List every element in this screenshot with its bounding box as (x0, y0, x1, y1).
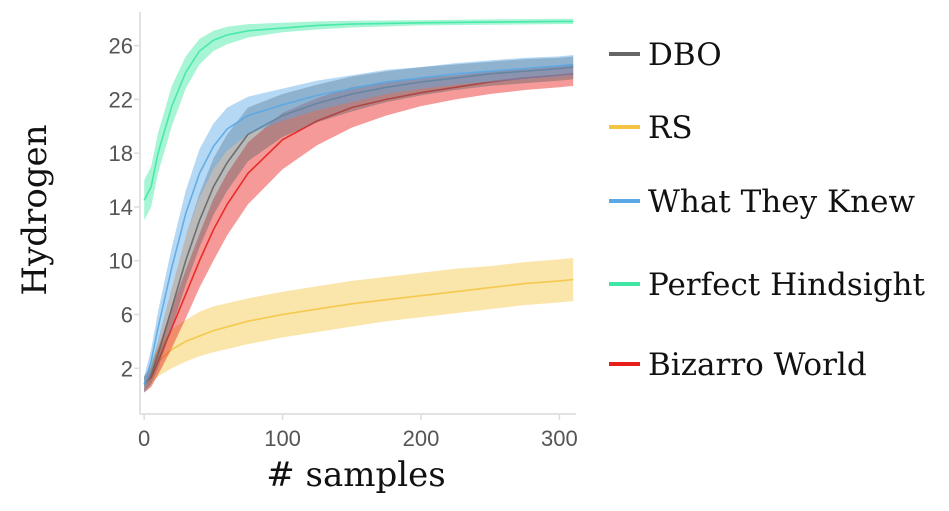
y-tick-label: 10 (109, 249, 133, 274)
x-tick-label: 0 (138, 426, 150, 451)
rs-confidence-band (144, 258, 574, 392)
x-tick-label: 300 (541, 426, 578, 451)
legend-label-rs: RS (648, 110, 693, 146)
y-tick-label: 22 (109, 87, 133, 112)
legend-label-dbo: DBO (648, 37, 722, 73)
dbo-series-line (143, 66, 574, 385)
bizarro-world-series-line (143, 73, 574, 385)
legend-label-what-they-knew: What They Knew (648, 184, 915, 220)
y-axis-title: Hydrogen (15, 124, 55, 295)
y-tick-label: 14 (109, 195, 133, 220)
bizarro-world-confidence-band (144, 64, 574, 393)
y-tick-label: 26 (109, 34, 133, 59)
legend-label-perfect-hindsight: Perfect Hindsight (648, 267, 926, 303)
rs-series-line (143, 278, 574, 385)
plot-area (143, 18, 574, 393)
what-they-knew-series-line (143, 63, 574, 385)
x-tick-label: 200 (403, 426, 440, 451)
x-tick-label: 100 (264, 426, 301, 451)
y-tick-label: 18 (109, 141, 133, 166)
legend-label-bizarro-world: Bizarro World (648, 347, 867, 383)
dbo-confidence-band (144, 56, 574, 393)
y-tick-label: 2 (121, 356, 133, 381)
y-tick-label: 6 (121, 303, 133, 328)
x-axis-title: # samples (266, 455, 445, 495)
perfect-hindsight-series-line (143, 20, 574, 201)
legend: DBO RS What They Knew Perfect Hindsight Biza… (609, 37, 926, 383)
